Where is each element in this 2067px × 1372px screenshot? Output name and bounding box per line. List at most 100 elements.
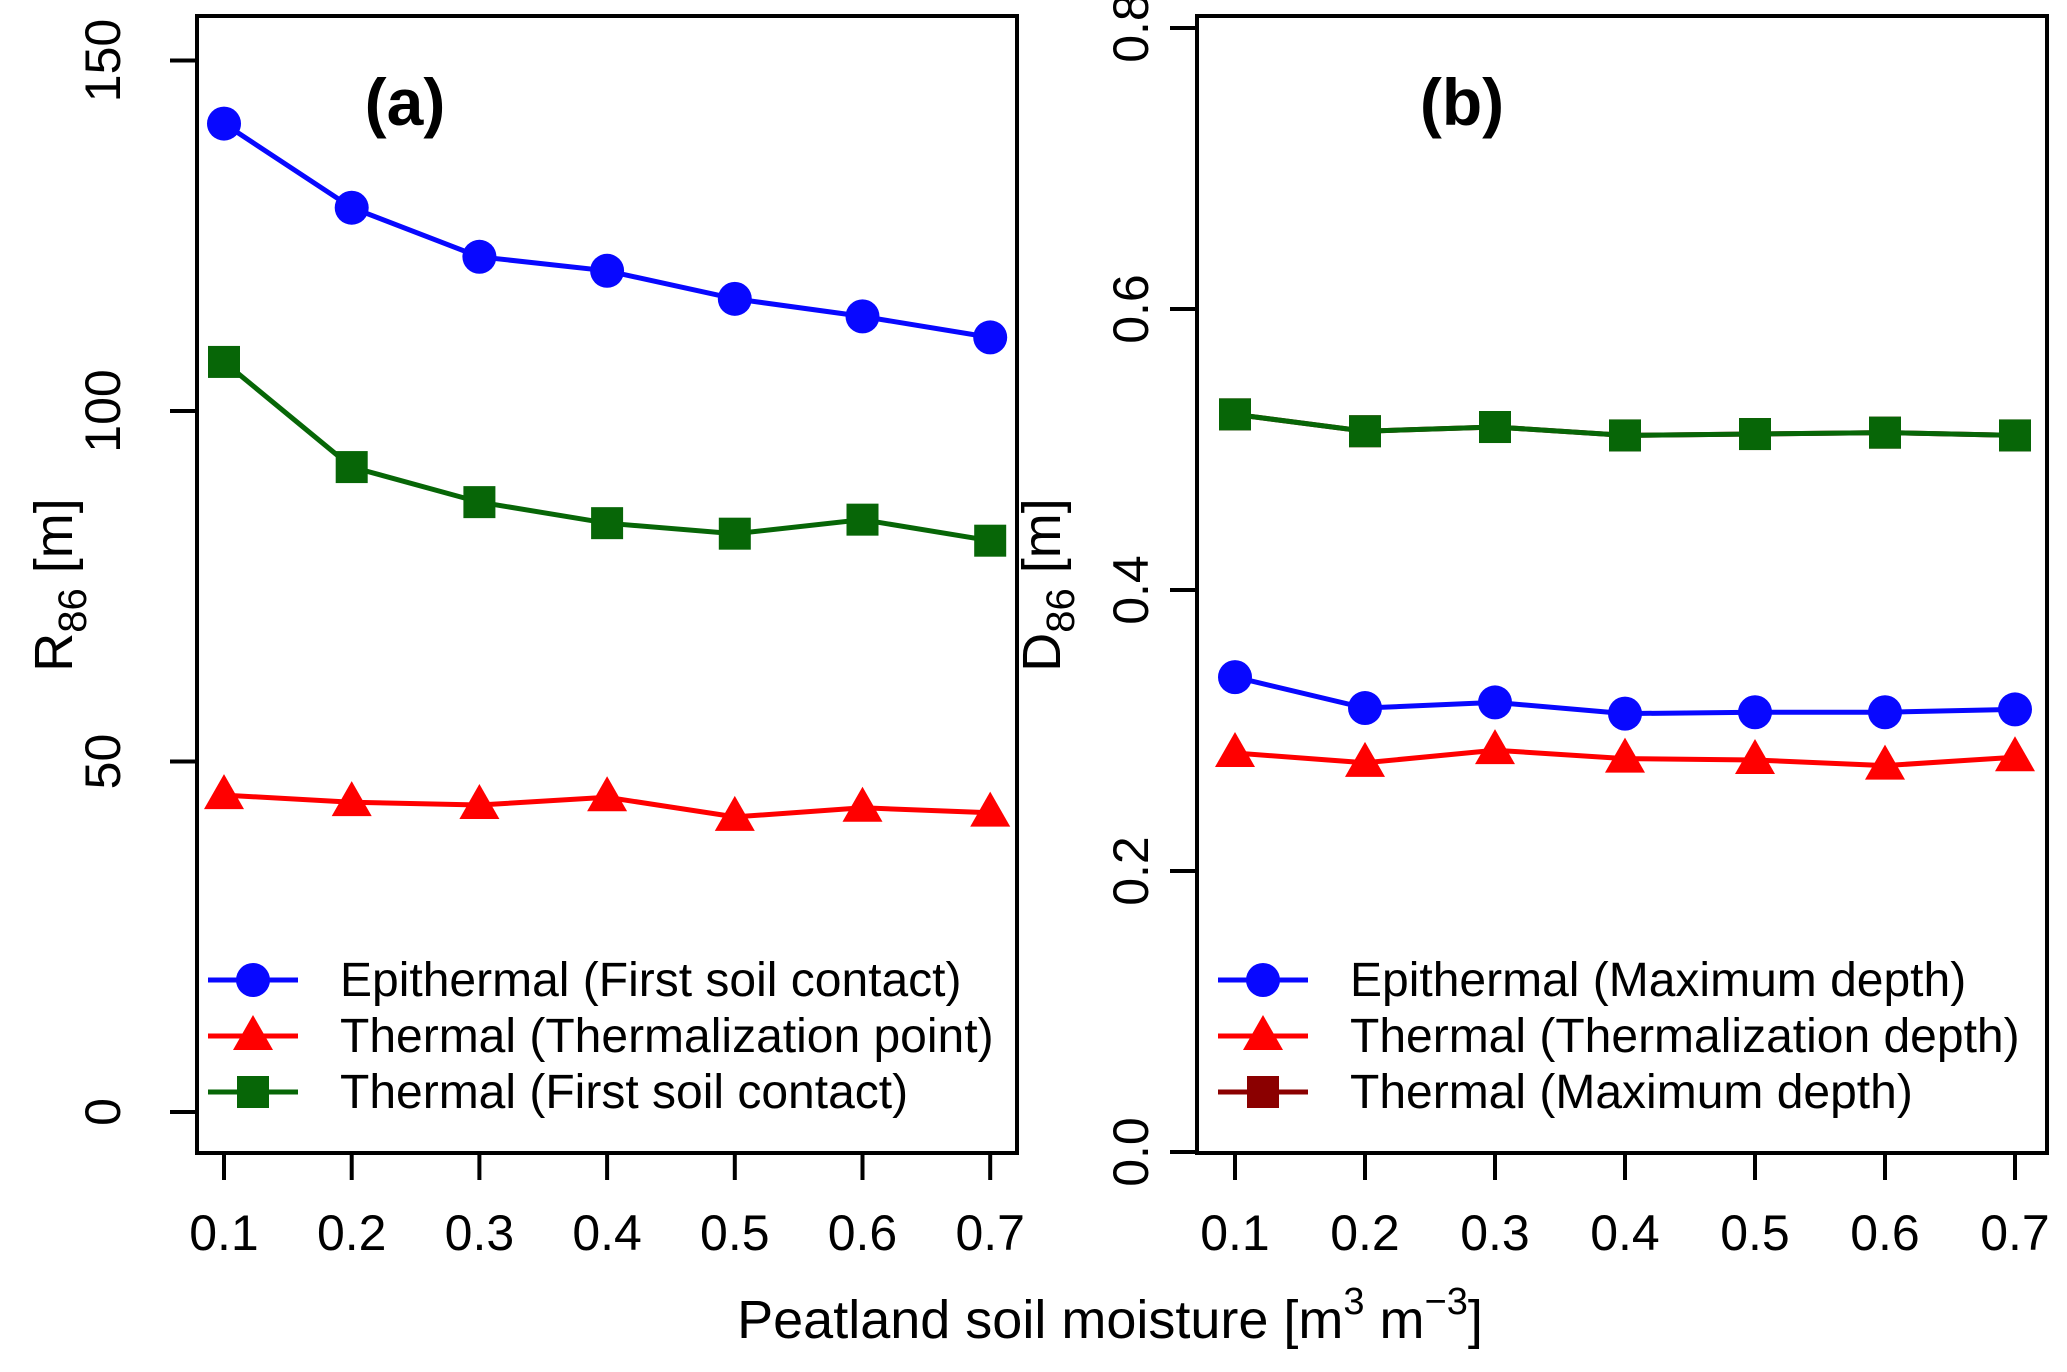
legend-item: Thermal (Maximum depth) [1218, 1066, 1913, 1119]
x-axis-tick-label: 0.3 [1460, 1205, 1530, 1261]
data-point-marker [590, 253, 625, 288]
data-point-marker [1349, 415, 1381, 448]
y-axis-tick-label: 0.6 [1103, 274, 1159, 344]
legend-marker [1246, 963, 1280, 997]
legend-item: Epithermal (First soil contact) [208, 954, 962, 1007]
x-axis-tick-label: 0.4 [1590, 1205, 1660, 1261]
data-point-marker [207, 106, 241, 141]
legend-item: Thermal (Thermalization depth) [1218, 1010, 2020, 1063]
legend-marker [233, 1015, 273, 1050]
y-axis-tick-label: 100 [75, 369, 131, 452]
data-point-marker [1219, 398, 1251, 431]
x-axis-tick-label: 0.3 [445, 1205, 515, 1261]
panel-b: 0.0 0.2 0.4 0.6 0.8 0.1 0.2 0.3 0.4 0.5 0.6 0.7 Epit… [1012, 0, 2050, 1261]
panel-tag: (b) [1420, 65, 1504, 139]
y-axis-tick-label: 0.0 [1103, 1117, 1159, 1187]
data-point-marker [1738, 695, 1772, 730]
data-point-marker [973, 320, 1008, 355]
legend-marker [237, 1076, 269, 1108]
legend-item-label: Thermal (First soil contact) [340, 1066, 908, 1119]
data-point-marker [208, 345, 240, 378]
data-point-marker [1609, 419, 1641, 452]
data-point-marker [846, 503, 879, 536]
y-axis-tick-label: 50 [75, 734, 131, 790]
legend-item-label: Thermal (Thermalization depth) [1350, 1010, 2020, 1063]
legend-marker [1243, 1015, 1283, 1050]
data-point-marker [1475, 729, 1515, 765]
y-axis-title: R86 [m] [24, 498, 95, 672]
data-point-marker [1608, 696, 1642, 731]
legend-item-label: Epithermal (First soil contact) [340, 954, 962, 1007]
data-point-marker [970, 791, 1011, 827]
data-point-marker [845, 299, 880, 334]
data-point-marker [1995, 736, 2035, 772]
legend-item: Epithermal (Maximum depth) [1218, 954, 1966, 1007]
x-axis-tick-label: 0.6 [828, 1205, 898, 1261]
data-point-marker [717, 281, 752, 316]
data-point-marker [1345, 741, 1385, 777]
data-point-marker [334, 190, 369, 225]
data-point-marker [1998, 692, 2032, 727]
series-thermal-thermalization-point [204, 774, 1011, 831]
legend-panel-b: Epithermal (Maximum depth)Thermal (Therm… [1218, 954, 2020, 1119]
x-axis-tick-label: 0.7 [955, 1205, 1025, 1261]
data-point-marker [714, 795, 755, 831]
x-axis-tick-label: 0.2 [317, 1205, 387, 1261]
data-point-marker [1605, 737, 1645, 773]
data-point-marker [1218, 660, 1252, 695]
series-epithermal-first-soil-contact [207, 106, 1008, 355]
panel-tag: (a) [365, 65, 446, 139]
data-point-marker [1739, 418, 1771, 451]
data-point-marker [718, 517, 751, 550]
series-thermal-first-soil-contact [208, 345, 1007, 557]
legend-item-label: Thermal (Maximum depth) [1350, 1066, 1913, 1119]
x-axis-tick-label: 0.5 [700, 1205, 770, 1261]
data-point-marker [335, 451, 368, 484]
series-thermal-first-soil-contact [1219, 398, 2031, 452]
x-axis-tick-label: 0.1 [1200, 1205, 1270, 1261]
data-point-marker [587, 776, 628, 812]
plot-border [1195, 14, 2049, 1155]
series-thermal-thermalization-depth [1215, 729, 2035, 780]
y-axis-title: D86 [m] [1012, 498, 1083, 672]
y-axis-tick-label: 0 [75, 1098, 131, 1126]
legend-item: Thermal (First soil contact) [208, 1066, 908, 1119]
data-point-marker [1478, 685, 1512, 720]
legend-item: Thermal (Thermalization point) [208, 1010, 994, 1063]
series-epithermal-maximum-depth [1218, 660, 2032, 731]
data-point-marker [1479, 411, 1511, 444]
legend-item-label: Thermal (Thermalization point) [340, 1010, 994, 1063]
y-axis-tick-label: 0.4 [1103, 555, 1159, 625]
panel-a: 0 50 100 150 0.1 0.2 0.3 0.4 0.5 0.6 0.7 Epithermal… [24, 14, 1025, 1261]
legend-panel-a: Epithermal (First soil contact)Thermal (… [208, 954, 994, 1119]
x-axis-tick-label: 0.6 [1850, 1205, 1920, 1261]
x-axis-tick-label: 0.2 [1330, 1205, 1400, 1261]
data-point-marker [1869, 416, 1901, 449]
data-point-marker [842, 786, 883, 822]
data-point-marker [1735, 739, 1775, 775]
legend-item-label: Epithermal (Maximum depth) [1350, 954, 1966, 1007]
y-axis-tick-label: 0.2 [1103, 836, 1159, 906]
data-point-marker [1215, 731, 1255, 767]
data-point-marker [1868, 695, 1902, 730]
x-axis-title: Peatland soil moisture [m3 m−3] [737, 1281, 1483, 1350]
data-point-marker [204, 774, 244, 810]
data-point-marker [591, 507, 624, 540]
legend-marker [1247, 1076, 1279, 1108]
data-point-marker [1999, 419, 2031, 452]
data-point-marker [974, 524, 1007, 557]
x-axis-tick-label: 0.7 [1980, 1205, 2050, 1261]
x-axis-tick-label: 0.1 [189, 1205, 259, 1261]
data-point-marker [459, 783, 500, 819]
y-axis-tick-label: 0.8 [1103, 0, 1159, 63]
data-point-marker [1865, 744, 1905, 780]
data-point-marker [1348, 691, 1382, 726]
x-axis-tick-label: 0.5 [1720, 1205, 1790, 1261]
data-point-marker [462, 239, 497, 274]
data-point-marker [331, 781, 372, 817]
y-axis-tick-label: 150 [75, 19, 131, 102]
data-point-marker [463, 486, 496, 519]
